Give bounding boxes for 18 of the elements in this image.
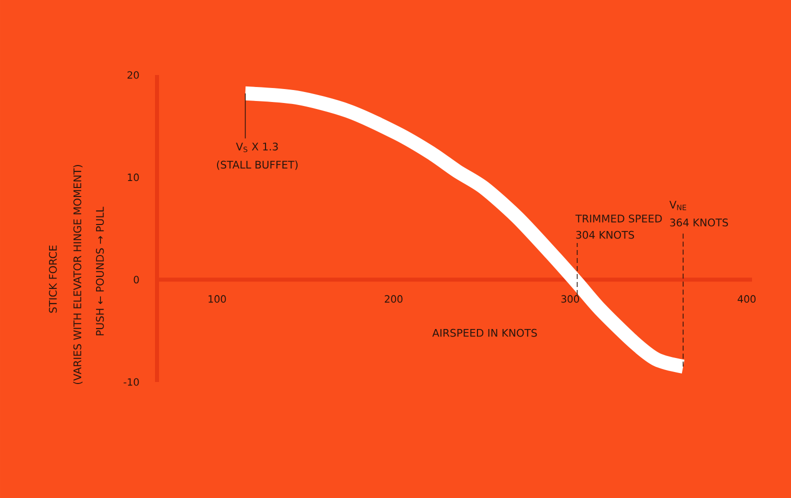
annotation: (STALL BUFFET) [216, 160, 298, 170]
y-tick-label: 0 [134, 276, 139, 284]
y-axis-title: PUSH ← POUNDS → PULL [96, 206, 104, 336]
annotation: 364 KNOTS [670, 218, 728, 226]
y-tick-label: 10 [128, 174, 139, 182]
annotation: TRIMMED SPEED [575, 214, 662, 222]
x-tick-label: 200 [384, 295, 402, 303]
x-tick-label: 300 [561, 295, 580, 303]
x-tick-label: 100 [208, 295, 226, 303]
x-tick-label: 400 [738, 295, 756, 303]
annotation: V$_{S}$ X 1.3 [236, 142, 278, 152]
y-tick-label: -10 [124, 378, 139, 386]
y-tick-label: 20 [128, 71, 139, 79]
text: STICK FORCE [48, 246, 57, 313]
annotation: 304 KNOTS [576, 230, 634, 239]
x-axis-title: AIRSPEED IN KNOTS [432, 328, 537, 337]
text: (VARIES WITH ELEVATOR HINGE MOMENT) [73, 165, 83, 384]
annotation: V$_{NE}$ [669, 200, 686, 210]
